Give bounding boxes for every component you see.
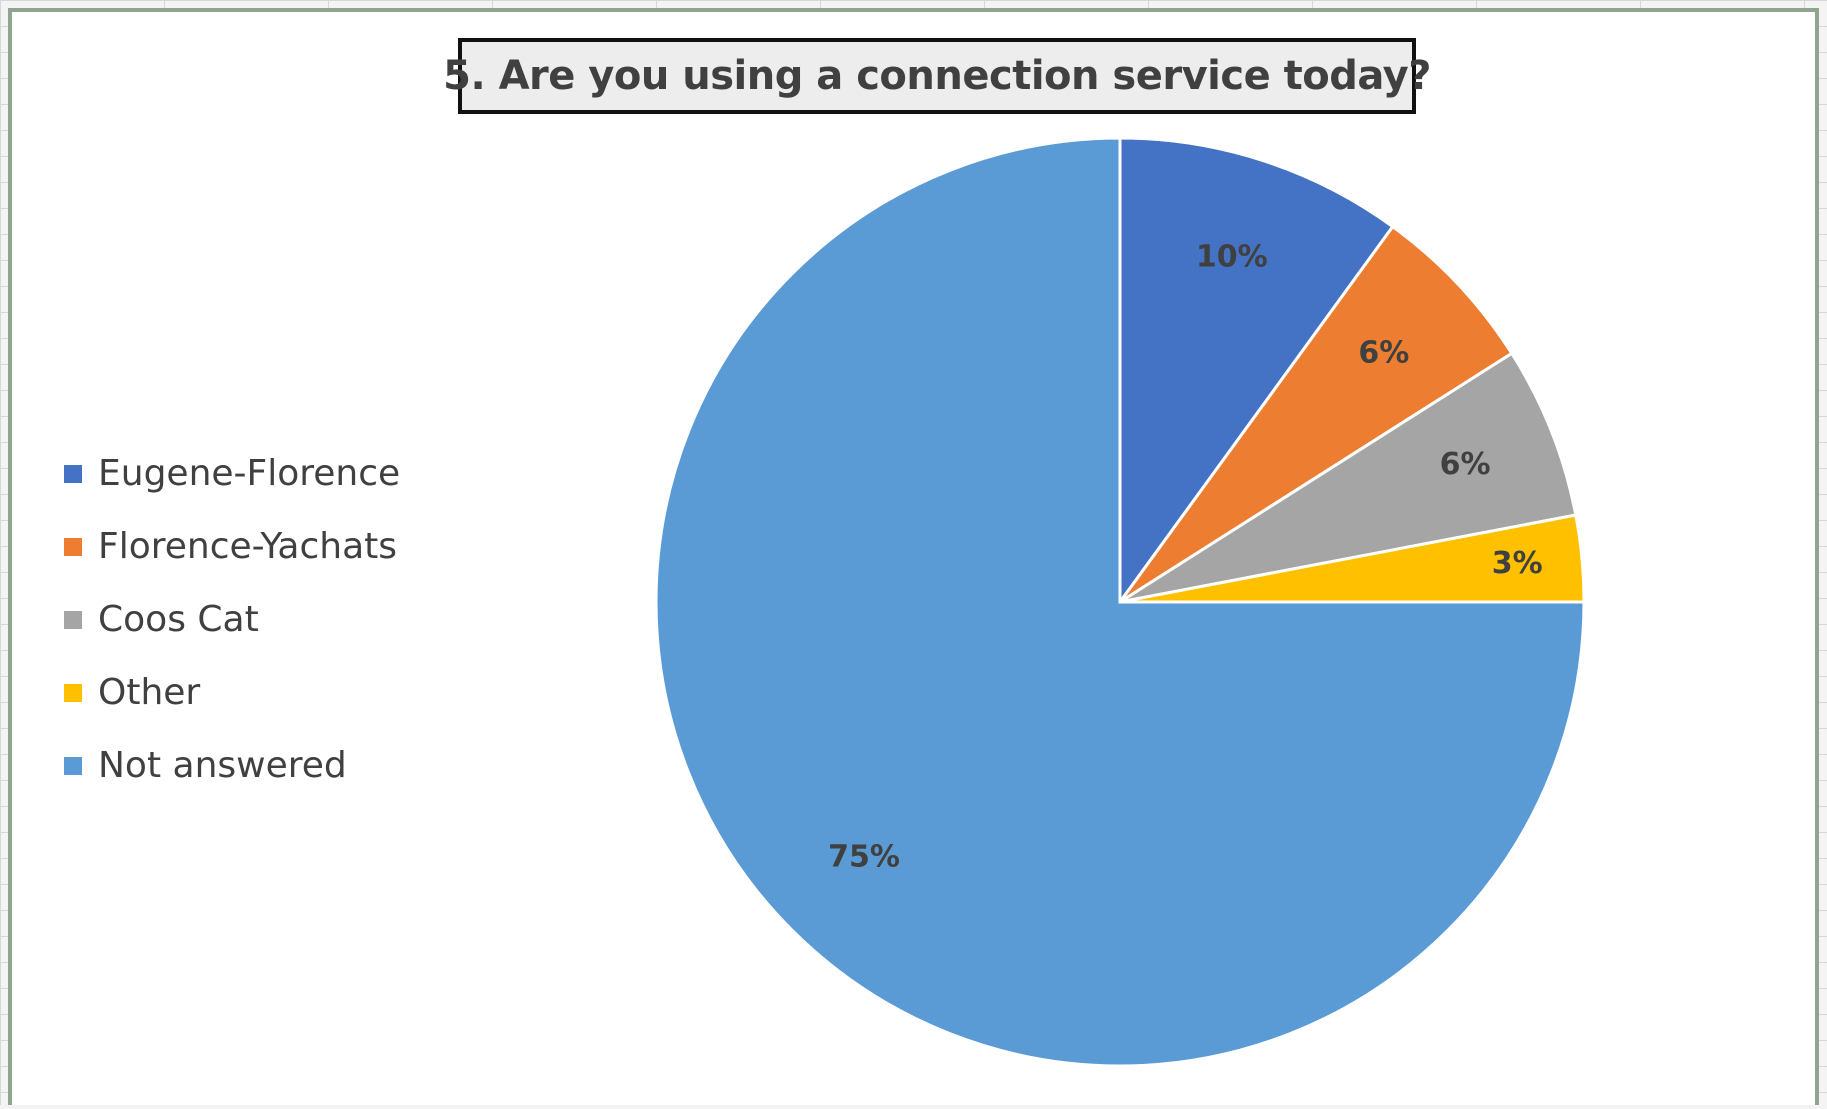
legend-swatch	[64, 610, 82, 629]
data-label: 6%	[1358, 336, 1409, 371]
legend-label: Not answered	[98, 745, 347, 786]
slice-eugene-florence[interactable]	[1118, 136, 1395, 607]
chart-area[interactable]: 5. Are you using a connection service to…	[8, 8, 1819, 1105]
slice-not-answered[interactable]	[654, 136, 1586, 1068]
legend-label: Coos Cat	[98, 599, 259, 640]
legend-label: Other	[98, 672, 201, 713]
slice-florence-yachats[interactable]	[1118, 224, 1514, 604]
legend-label: Florence-Yachats	[98, 526, 398, 567]
legend-swatch	[64, 683, 82, 702]
legend-swatch	[64, 756, 82, 775]
legend-item-other[interactable]: Other	[64, 656, 444, 729]
pie-chart[interactable]: 10% 6% 6% 3% 75%	[12, 12, 1815, 1109]
data-label: 10%	[1196, 239, 1268, 274]
data-label: 75%	[828, 839, 900, 874]
legend-item-not-answered[interactable]: Not answered	[64, 729, 444, 802]
slice-coos-cat[interactable]	[1119, 351, 1578, 604]
legend-swatch	[64, 464, 82, 483]
legend-label: Eugene-Florence	[98, 453, 401, 494]
chart-title[interactable]: 5. Are you using a connection service to…	[443, 38, 1431, 114]
legend-swatch	[64, 537, 82, 556]
legend-item-eugene-florence[interactable]: Eugene-Florence	[64, 437, 444, 510]
chart-legend[interactable]: Eugene-Florence Florence-Yachats Coos Ca…	[64, 437, 444, 802]
data-label: 3%	[1492, 546, 1543, 581]
legend-item-coos-cat[interactable]: Coos Cat	[64, 583, 444, 656]
data-label: 6%	[1440, 447, 1491, 482]
legend-item-florence-yachats[interactable]: Florence-Yachats	[64, 510, 444, 583]
